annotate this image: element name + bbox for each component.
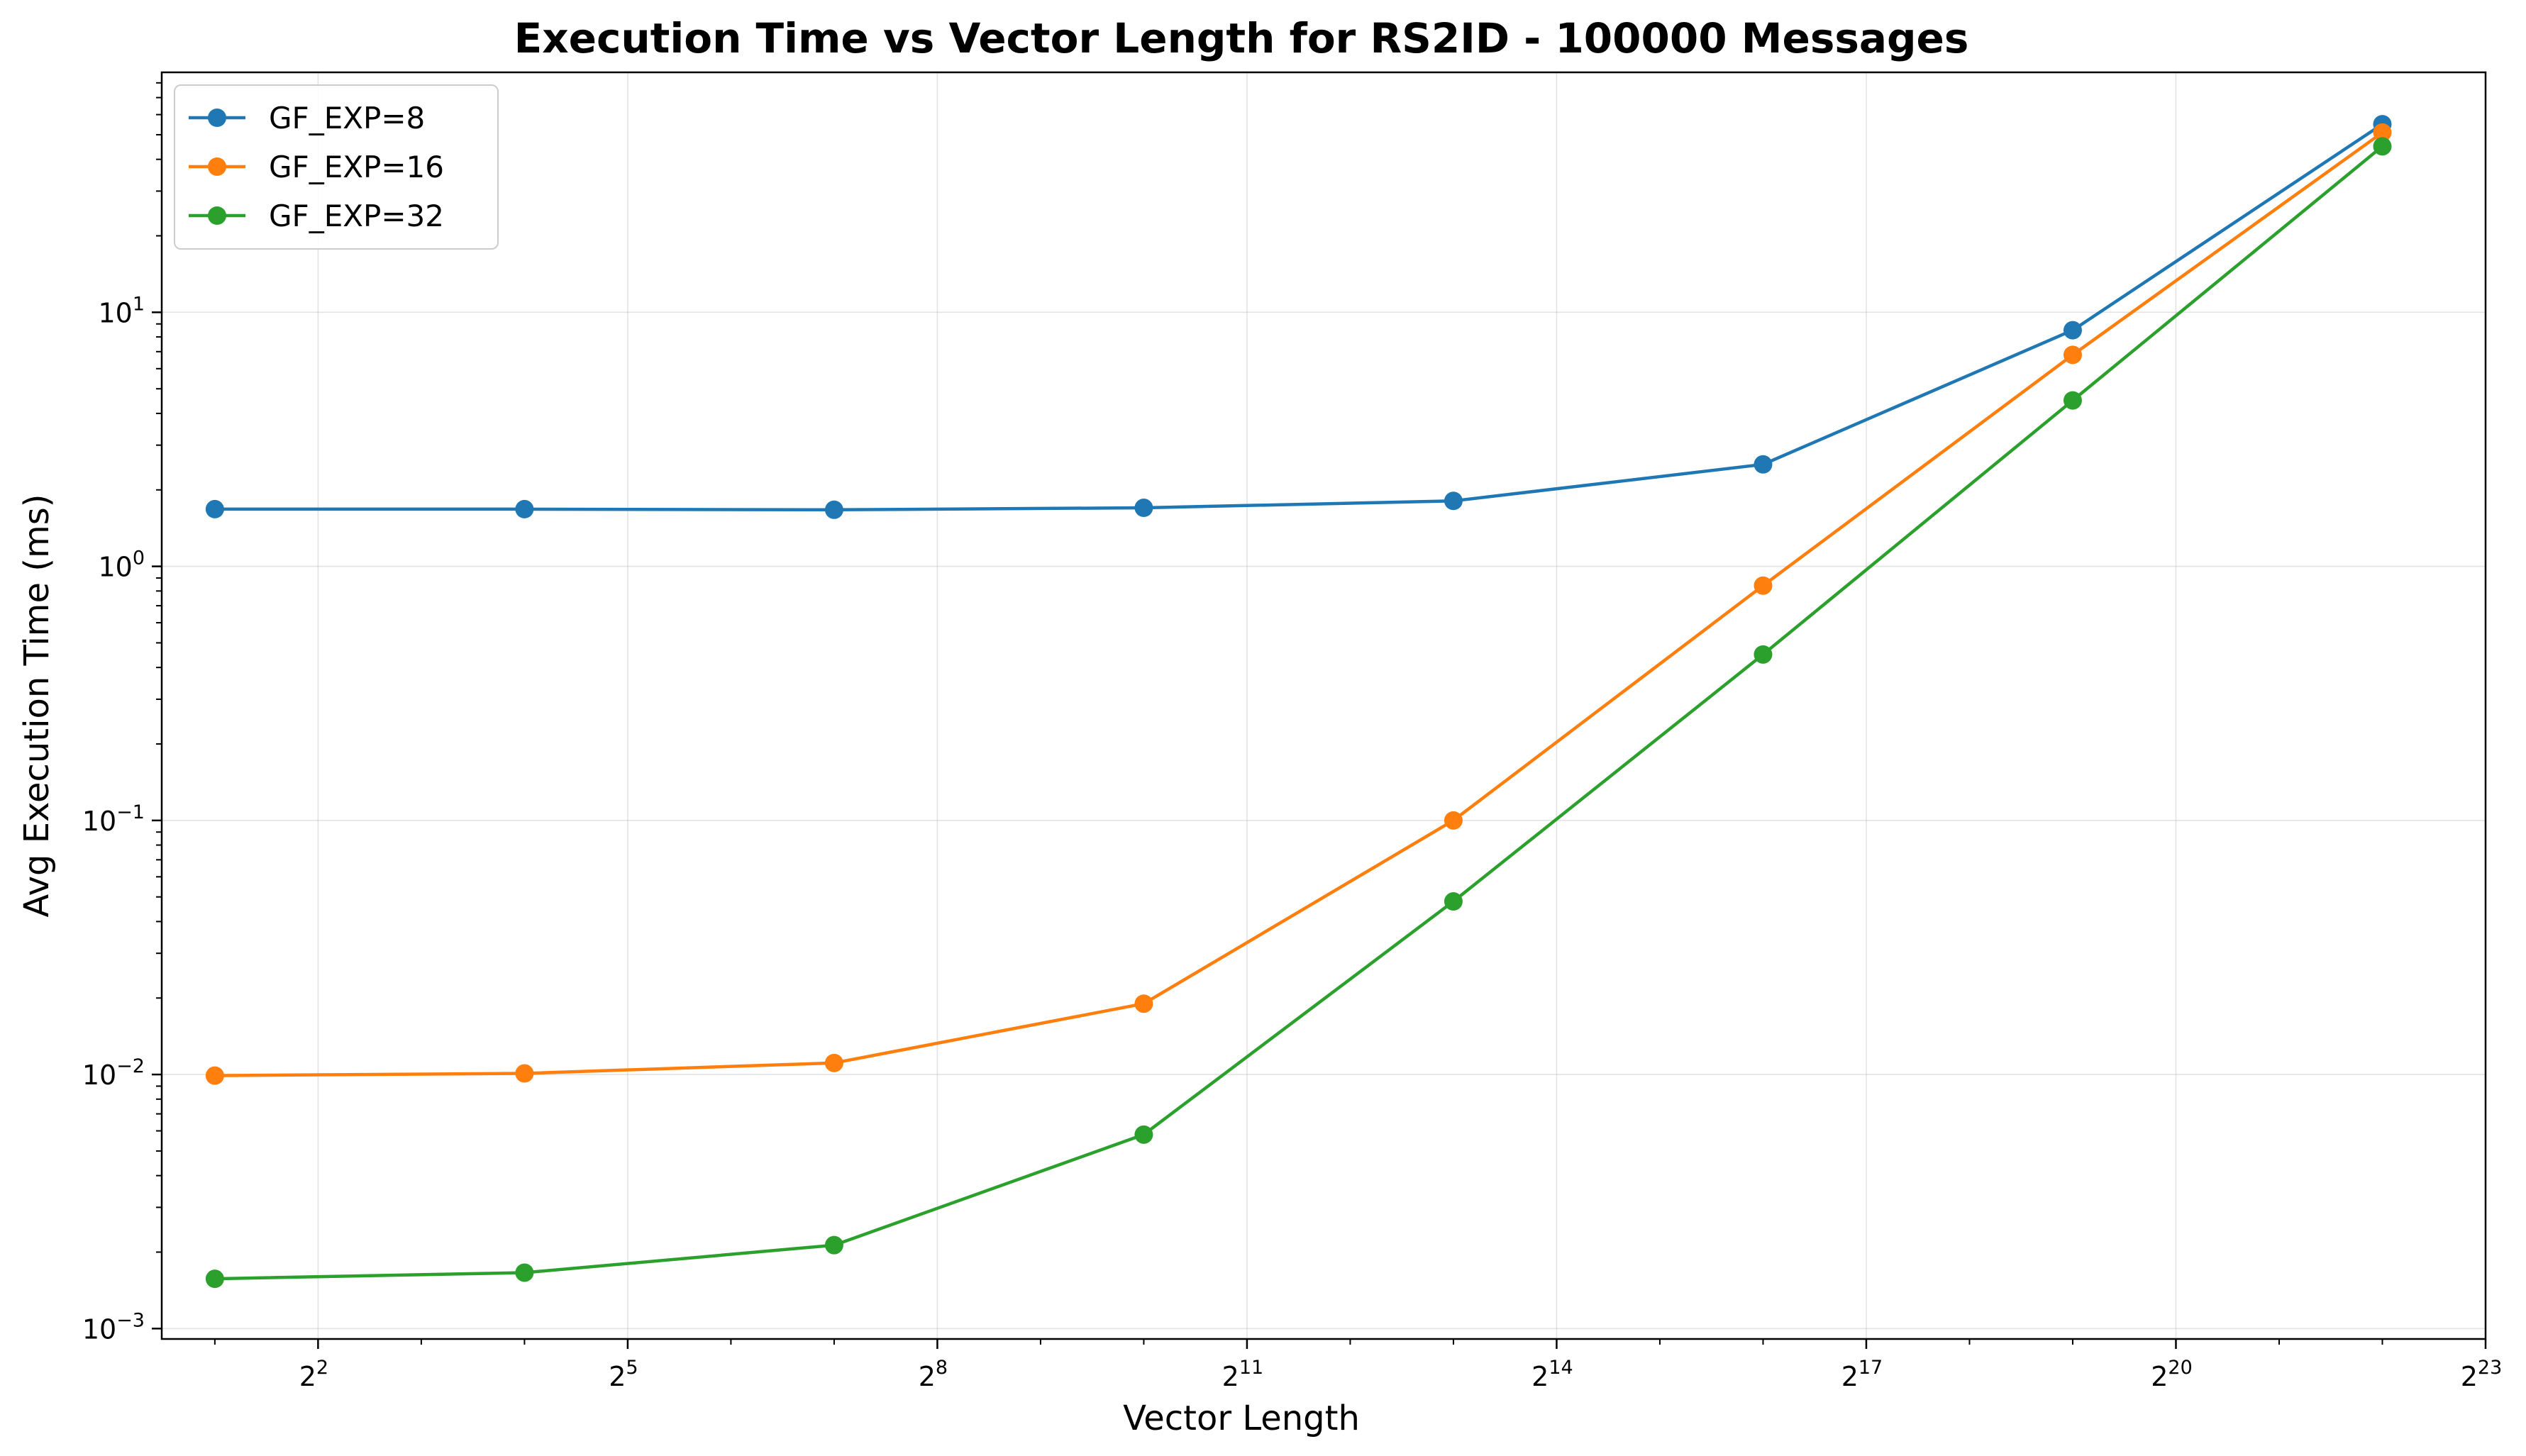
data-point [824, 1235, 843, 1255]
legend-item: GF_EXP=8 [189, 101, 425, 135]
data-point [1444, 491, 1463, 511]
x-tick-label: 28 [919, 1357, 948, 1392]
legend-marker [208, 109, 226, 127]
data-point [515, 1263, 534, 1282]
data-point [824, 500, 843, 519]
y-tick-label: 10−2 [82, 1055, 145, 1091]
legend-label: GF_EXP=16 [269, 150, 444, 184]
legend-item: GF_EXP=32 [189, 199, 444, 233]
x-tick-label: 217 [1841, 1357, 1883, 1392]
legend-marker [208, 206, 226, 225]
legend-label: GF_EXP=32 [269, 199, 444, 233]
x-tick-label: 211 [1222, 1357, 1264, 1392]
data-point [205, 499, 224, 518]
x-tick-label: 22 [299, 1357, 328, 1392]
legend: GF_EXP=8 GF_EXP=16 GF_EXP=32 [174, 84, 499, 250]
y-tick-label: 100 [98, 548, 145, 583]
data-point [1134, 499, 1153, 518]
series-1 [205, 123, 2392, 1085]
series-line [214, 123, 2383, 512]
x-axis-label: Vector Length [1123, 1399, 1360, 1438]
data-point [1754, 576, 1773, 595]
legend-item: GF_EXP=16 [189, 150, 444, 184]
x-tick-label: 214 [1531, 1357, 1573, 1392]
chart-title: Execution Time vs Vector Length for RS2I… [514, 14, 1969, 62]
data-point [1134, 1125, 1153, 1144]
x-tick-label: 223 [2461, 1357, 2503, 1392]
data-point [515, 1064, 534, 1083]
data-point [1754, 645, 1773, 664]
legend-box [174, 84, 499, 250]
series-2 [205, 137, 2392, 1289]
data-point [2063, 345, 2082, 365]
data-point [205, 1269, 224, 1289]
axis-ticks: 22 25 28 211 214 217 220 223 10−3 10−2 10−1 100 101 [82, 82, 2503, 1392]
data-point [515, 499, 534, 518]
series-line [214, 145, 2383, 1281]
data-point [1444, 892, 1463, 911]
data-point [1134, 994, 1153, 1013]
data-point [2063, 321, 2082, 340]
y-axis-label: Avg Execution Time (ms) [17, 494, 57, 918]
data-point [824, 1053, 843, 1072]
data-point [205, 1066, 224, 1085]
y-tick-label: 101 [98, 293, 145, 328]
y-tick-label: 10−1 [82, 801, 145, 837]
plot-frame [160, 71, 2487, 1340]
plot-series [205, 115, 2392, 1289]
x-tick-label: 220 [2151, 1357, 2193, 1392]
legend-label: GF_EXP=8 [269, 101, 425, 135]
data-point [2063, 391, 2082, 410]
y-tick-label: 10−3 [82, 1309, 145, 1345]
data-point [1444, 811, 1463, 830]
legend-marker [208, 157, 226, 176]
data-point [2373, 123, 2392, 142]
data-point [1754, 455, 1773, 474]
data-point [2373, 137, 2392, 156]
x-tick-label: 25 [609, 1357, 638, 1392]
series-line [214, 131, 2383, 1077]
